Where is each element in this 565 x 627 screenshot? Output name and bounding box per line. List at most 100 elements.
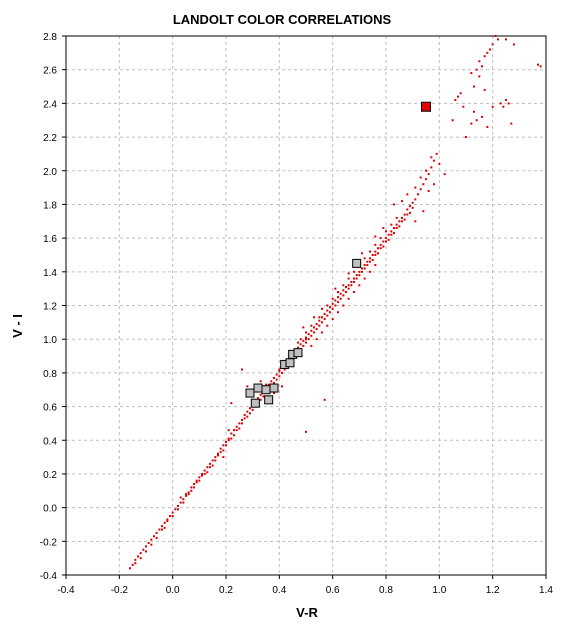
data-point (278, 368, 281, 371)
data-point (262, 395, 265, 398)
data-point (305, 341, 307, 344)
data-point (390, 233, 393, 236)
data-point (161, 528, 163, 531)
x-tick-label: 0.8 (379, 585, 393, 596)
data-point (321, 331, 323, 334)
y-tick-label: 0.4 (43, 436, 57, 447)
y-tick-label: 1.0 (43, 335, 57, 346)
data-point (425, 178, 427, 181)
data-point (190, 489, 193, 492)
data-point (430, 166, 433, 169)
data-point (137, 555, 139, 558)
data-point (177, 504, 179, 507)
y-tick-label: 2.0 (43, 167, 57, 178)
data-point (249, 407, 251, 410)
data-point (403, 213, 406, 216)
data-point (283, 368, 286, 371)
data-point (203, 472, 206, 475)
data-point (339, 292, 342, 295)
data-point (163, 526, 166, 529)
data-point (273, 376, 275, 379)
data-point (387, 233, 390, 236)
data-point (361, 267, 363, 270)
data-point (171, 515, 174, 518)
data-point (537, 63, 539, 66)
data-point (401, 200, 403, 203)
data-point (150, 543, 153, 546)
data-point (318, 324, 321, 327)
x-tick-label: -0.4 (57, 585, 75, 596)
data-point (206, 466, 209, 469)
data-point (315, 328, 318, 331)
data-point (491, 105, 494, 108)
data-point (342, 294, 345, 297)
data-point (222, 456, 225, 459)
data-point (510, 122, 513, 125)
data-point (347, 287, 350, 290)
data-point (334, 287, 337, 290)
data-point (382, 245, 385, 248)
data-point (251, 408, 254, 411)
data-point (454, 99, 457, 102)
data-point (507, 102, 510, 105)
data-point (259, 380, 262, 383)
data-point (478, 75, 481, 78)
data-point (305, 338, 307, 341)
data-point (323, 398, 326, 401)
data-point (486, 125, 489, 128)
data-point (198, 479, 201, 482)
data-point (235, 429, 238, 432)
data-point (214, 456, 217, 459)
data-point (337, 311, 339, 314)
data-point (273, 392, 275, 395)
data-point (473, 85, 475, 88)
data-point (310, 334, 313, 337)
data-point (206, 471, 209, 474)
data-point (129, 567, 131, 570)
highlight-point (285, 358, 295, 368)
x-tick-label: 1.0 (432, 585, 446, 596)
data-point (238, 422, 241, 425)
data-point (326, 309, 329, 312)
data-point (363, 277, 366, 280)
data-point (235, 425, 238, 428)
data-point (486, 51, 489, 54)
data-point (142, 548, 145, 551)
data-point (241, 422, 243, 425)
y-tick-label: 0.0 (43, 504, 57, 515)
data-point (491, 43, 494, 46)
data-point (315, 338, 318, 341)
x-tick-label: -0.2 (111, 585, 129, 596)
data-point (411, 201, 414, 204)
data-point (478, 60, 481, 63)
data-point (246, 385, 249, 388)
x-tick-label: 1.2 (486, 585, 500, 596)
data-point (227, 429, 230, 432)
data-point (377, 252, 379, 255)
highlight-point (269, 383, 279, 393)
data-point (433, 159, 435, 162)
data-points (129, 35, 542, 570)
data-point (331, 317, 334, 320)
data-point (395, 223, 398, 226)
data-point (406, 193, 409, 196)
data-point (379, 243, 382, 246)
data-point (409, 211, 411, 214)
data-point (302, 326, 305, 329)
data-point (201, 472, 203, 475)
data-point (393, 203, 395, 206)
data-point (363, 257, 366, 260)
data-point (369, 257, 371, 260)
y-tick-label: 2.6 (43, 66, 57, 77)
data-point (326, 314, 329, 317)
data-point (505, 38, 507, 41)
data-point (182, 498, 185, 501)
data-point (275, 378, 278, 381)
y-tick-label: -0.2 (40, 537, 58, 548)
data-point (361, 252, 363, 255)
data-point (435, 152, 438, 155)
data-point (243, 417, 246, 420)
data-point (211, 464, 214, 467)
data-point (438, 163, 441, 166)
data-point (390, 230, 393, 233)
